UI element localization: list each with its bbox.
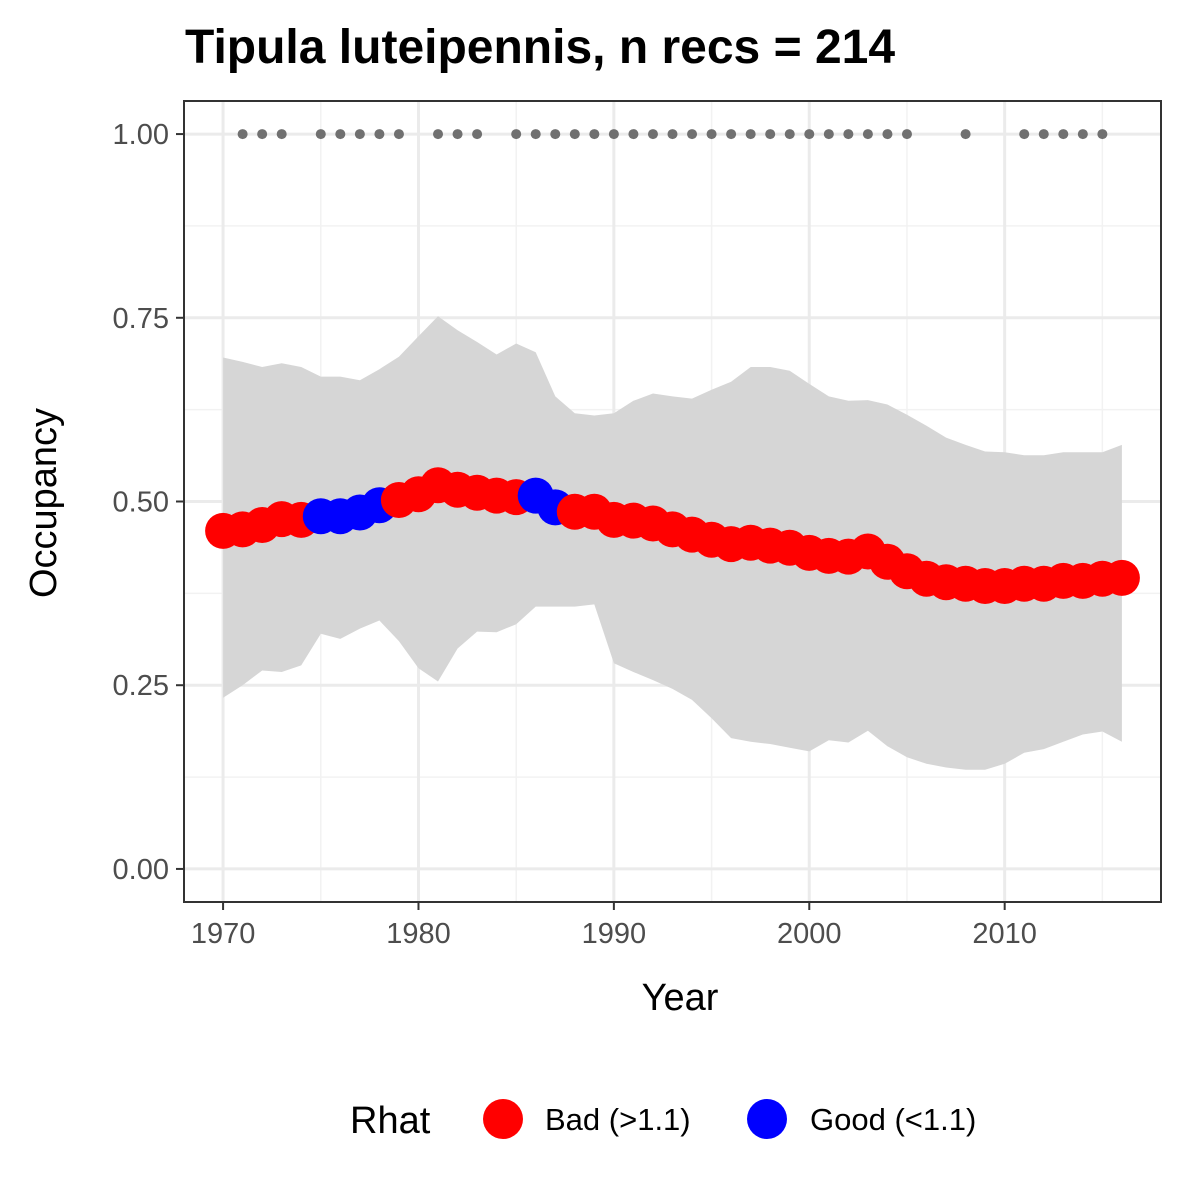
record-dot — [843, 129, 854, 140]
y-tick-label: 0.75 — [113, 303, 169, 335]
record-dot — [901, 129, 912, 140]
record-dot — [433, 129, 444, 140]
x-tick-label: 2000 — [777, 918, 842, 950]
legend: Rhat Bad (>1.1) Good (<1.1) — [350, 1099, 976, 1142]
record-dot — [472, 129, 483, 140]
record-dot — [511, 129, 522, 140]
record-dot — [550, 129, 561, 140]
occupancy-points — [205, 467, 1140, 604]
legend-title: Rhat — [350, 1100, 431, 1142]
record-dot — [354, 129, 365, 140]
record-dot — [335, 129, 346, 140]
record-dot — [393, 129, 404, 140]
record-dot — [647, 129, 658, 140]
record-dot — [726, 129, 737, 140]
record-dot — [667, 129, 678, 140]
record-dot — [237, 129, 248, 140]
record-dot — [706, 129, 717, 140]
record-dot — [1097, 129, 1108, 140]
chart-title: Tipula luteipennis, n recs = 214 — [185, 21, 895, 74]
legend-label-good: Good (<1.1) — [810, 1102, 976, 1137]
y-axis-title: Occupancy — [23, 408, 65, 598]
record-dot — [257, 129, 268, 140]
plot-panel — [183, 100, 1162, 903]
x-tick-label: 1980 — [386, 918, 451, 950]
record-dot — [608, 129, 619, 140]
record-dot — [1058, 129, 1069, 140]
record-dot — [784, 129, 795, 140]
record-dot — [276, 129, 287, 140]
record-dot — [315, 129, 326, 140]
x-axis-title: Year — [642, 977, 719, 1019]
record-dot — [452, 129, 463, 140]
legend-key-good — [747, 1099, 787, 1139]
record-dot — [1038, 129, 1049, 140]
record-dot — [862, 129, 873, 140]
axes: 1970 1980 1990 2000 2010 0.00 0.25 0.50 0.75 1.00 — [113, 119, 1037, 950]
x-tick-label: 2010 — [972, 918, 1037, 950]
record-dot — [1019, 129, 1030, 140]
record-dot — [589, 129, 600, 140]
record-dot — [530, 129, 541, 140]
record-dot — [823, 129, 834, 140]
record-dot — [1077, 129, 1088, 140]
record-dot — [628, 129, 639, 140]
y-tick-label: 1.00 — [113, 119, 169, 151]
record-dot — [882, 129, 893, 140]
x-tick-label: 1970 — [191, 918, 256, 950]
record-dot — [687, 129, 698, 140]
occupancy-point-bad — [1103, 559, 1140, 596]
record-dot — [960, 129, 971, 140]
y-tick-label: 0.00 — [113, 854, 169, 886]
x-tick-label: 1990 — [582, 918, 647, 950]
record-dots — [237, 129, 1108, 140]
y-tick-label: 0.25 — [113, 670, 169, 702]
record-dot — [804, 129, 815, 140]
y-tick-label: 0.50 — [113, 487, 169, 519]
record-dot — [765, 129, 776, 140]
record-dot — [569, 129, 580, 140]
legend-key-bad — [483, 1099, 523, 1139]
record-dot — [374, 129, 385, 140]
legend-label-bad: Bad (>1.1) — [545, 1102, 691, 1137]
record-dot — [745, 129, 756, 140]
